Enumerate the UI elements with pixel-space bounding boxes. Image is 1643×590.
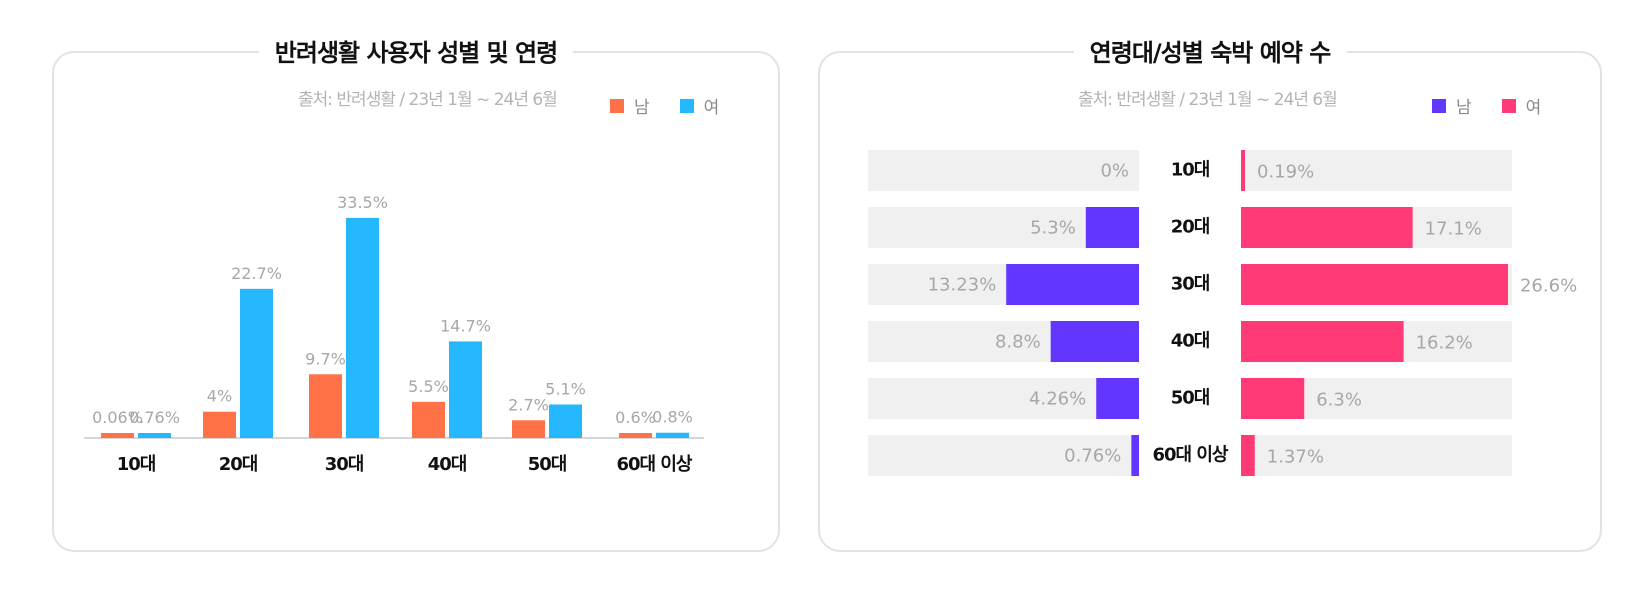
bar-male [619, 433, 652, 438]
data-label-male: 5.3% [1030, 218, 1076, 239]
chart-legend: 남 여 [1432, 93, 1541, 118]
chart-legend: 남 여 [610, 93, 719, 118]
bar-female [449, 341, 482, 438]
age-gender-bookings-panel: 연령대/성별 숙박 예약 수 출처: 반려생활 / 23년 1월 ~ 24년 6… [818, 33, 1602, 552]
bar-female [138, 433, 171, 438]
track-male [868, 150, 1139, 191]
category-label: 20대 [219, 454, 258, 475]
bar-male [309, 374, 342, 438]
legend-item-female: 여 [679, 93, 720, 118]
data-label-male: 13.23% [928, 275, 997, 296]
data-label: 33.5% [337, 193, 388, 212]
data-label-female: 0.19% [1257, 162, 1314, 183]
bar-male [412, 401, 445, 438]
bar-female [1241, 150, 1245, 191]
data-label-male: 8.8% [995, 332, 1041, 353]
legend-item-male: 남 [1432, 93, 1472, 118]
bar-female [1241, 435, 1255, 476]
bar-female [549, 404, 582, 438]
age-gender-users-panel: 반려생활 사용자 성별 및 연령 출처: 반려생활 / 23년 1월 ~ 24년… [52, 33, 780, 552]
data-label: 0.06% [92, 408, 143, 427]
bar-female [1241, 207, 1413, 248]
bar-female [240, 288, 273, 438]
bar-male [203, 411, 236, 438]
category-label: 10대 [117, 454, 156, 475]
category-label: 30대 [325, 454, 364, 475]
legend-label-female: 여 [703, 98, 720, 118]
bar-male [1006, 264, 1139, 305]
data-label: 5.1% [545, 379, 586, 398]
bar-male [1131, 435, 1139, 476]
legend-item-male: 남 [610, 93, 650, 118]
data-label: 4% [207, 387, 232, 406]
chart-title: 연령대/성별 숙박 예약 수 [1073, 33, 1347, 68]
track-male [868, 378, 1139, 419]
data-label-male: 0.76% [1064, 446, 1121, 467]
vertical-bar-chart: 0.06%0.76% 10대 4% 22.7% 20대 9.7% 33.5% 30대 5.5% 1… [84, 193, 704, 475]
bar-male [1085, 207, 1139, 248]
data-label: 9.7% [305, 349, 346, 368]
chart-source: 출처: 반려생활 / 23년 1월 ~ 24년 6월 [1078, 90, 1338, 110]
data-label-female: 1.37% [1267, 447, 1324, 468]
category-label: 60대 이상 [1153, 445, 1229, 466]
track-male [868, 435, 1139, 476]
track-female [1241, 435, 1512, 476]
chart-source: 출처: 반려생활 / 23년 1월 ~ 24년 6월 [298, 90, 558, 110]
legend-label-female: 여 [1525, 98, 1542, 118]
data-label: 5.5% [408, 377, 449, 396]
category-label: 50대 [1171, 388, 1210, 409]
data-label: 22.7% [231, 264, 282, 283]
bar-female [1241, 378, 1305, 419]
bar-male [1050, 321, 1139, 362]
legend-item-female: 여 [1501, 93, 1542, 118]
data-label-female: 6.3% [1316, 390, 1362, 411]
butterfly-bar-chart: 0% 0.19% 10대 5.3% 17.1% 20대 13.23% 26.6% 30대 8.8%… [868, 150, 1577, 476]
data-label: 2.7% [508, 395, 549, 414]
category-label: 10대 [1171, 160, 1210, 181]
category-label: 40대 [1171, 331, 1210, 352]
category-label: 30대 [1171, 274, 1210, 295]
category-label: 60대 이상 [617, 454, 693, 475]
bar-female [1241, 264, 1508, 305]
data-label: 14.7% [440, 316, 491, 335]
bar-female [346, 217, 379, 438]
data-label-female: 17.1% [1425, 219, 1482, 240]
chart-title: 반려생활 사용자 성별 및 연령 [258, 33, 574, 68]
bar-female [656, 432, 689, 438]
data-label-male: 0% [1100, 161, 1129, 182]
data-label-male: 4.26% [1029, 389, 1086, 410]
data-label: 0.6% [615, 408, 656, 427]
bar-female [1241, 321, 1404, 362]
legend-label-male: 남 [1456, 98, 1472, 118]
bar-male [1096, 378, 1139, 419]
track-female [1241, 150, 1512, 191]
data-label: 0.8% [652, 408, 693, 427]
data-label-female: 26.6% [1520, 276, 1577, 297]
legend-swatch-female [679, 98, 694, 113]
legend-swatch-female [1501, 98, 1516, 113]
category-label: 40대 [428, 454, 467, 475]
legend-swatch-male [610, 98, 624, 113]
data-label: 0.76% [129, 408, 180, 427]
bar-male [101, 433, 134, 438]
category-label: 50대 [528, 454, 567, 475]
legend-label-male: 남 [634, 98, 650, 118]
data-label-female: 16.2% [1416, 333, 1473, 354]
legend-swatch-male [1432, 98, 1446, 113]
category-label: 20대 [1171, 217, 1210, 238]
bar-male [512, 420, 545, 438]
